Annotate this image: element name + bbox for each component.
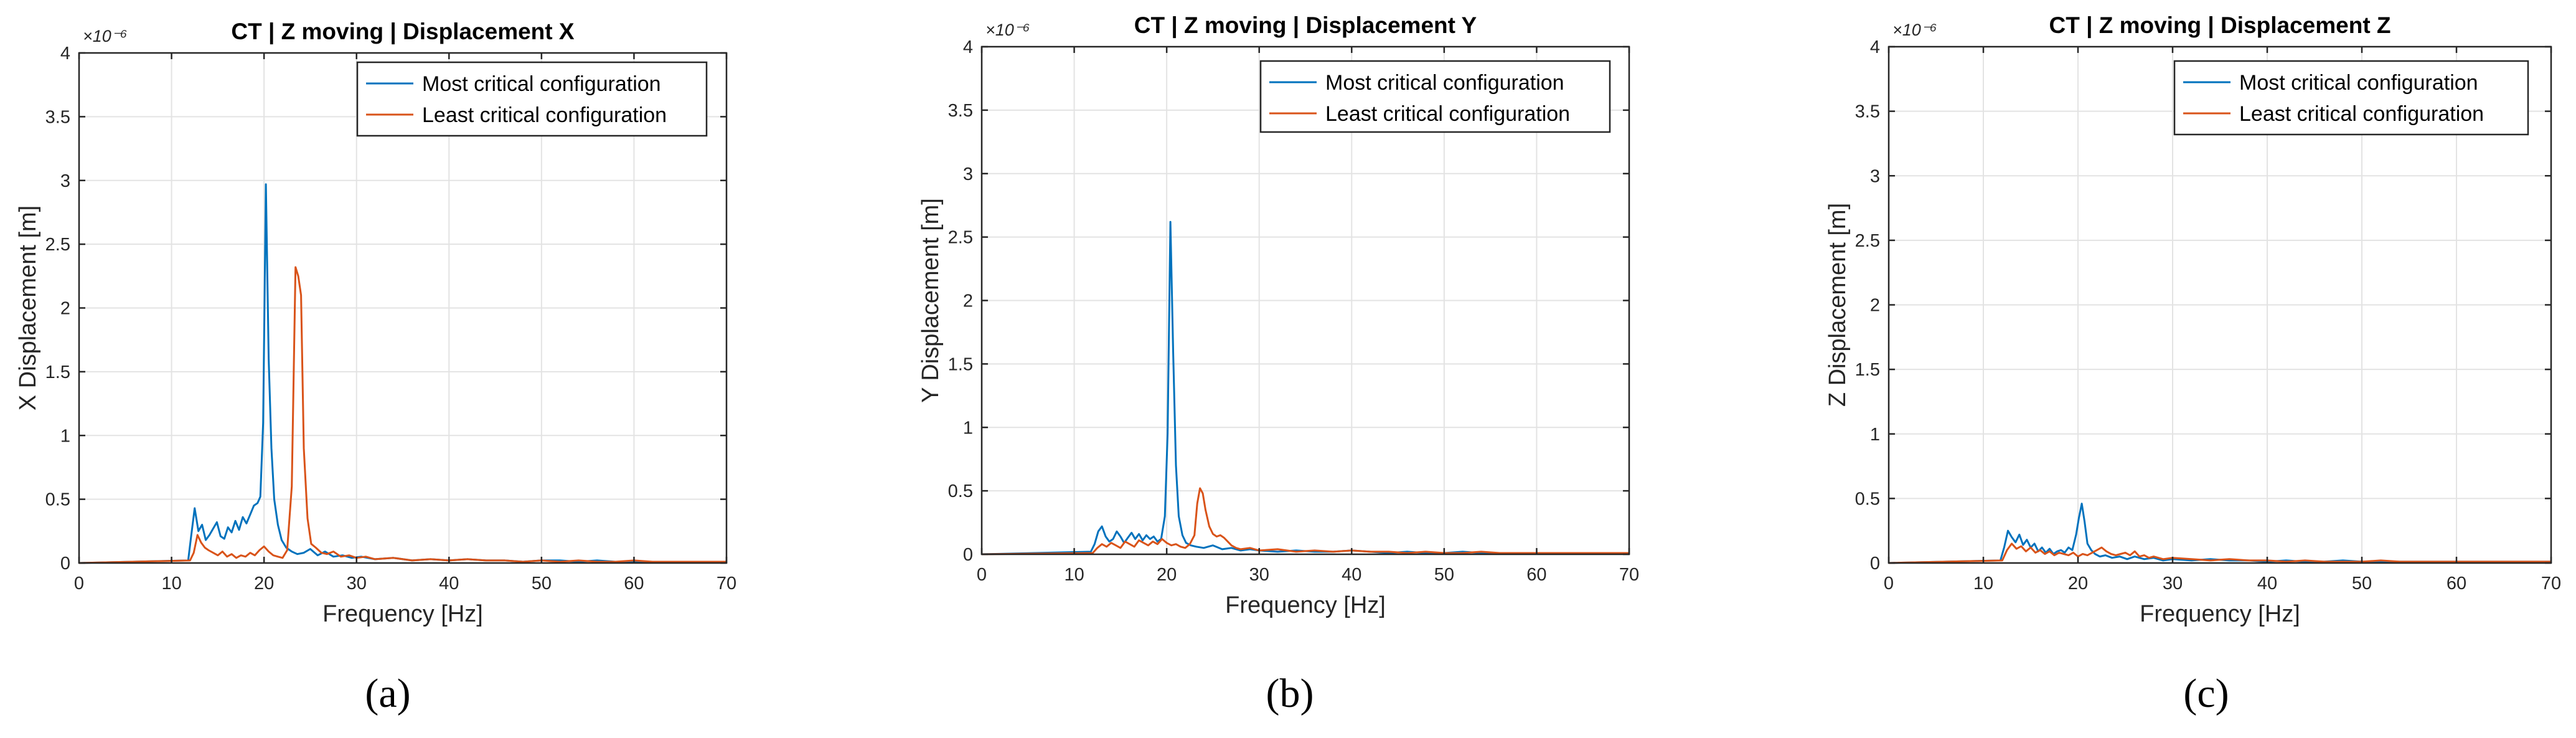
y-tick-label: 3.5	[45, 107, 70, 127]
y-tick-label: 2	[60, 299, 70, 319]
x-tick-label: 40	[439, 574, 459, 594]
panel-label: (a)	[365, 671, 410, 716]
x-tick-label: 10	[1064, 565, 1084, 585]
y-tick-label: 2.5	[45, 235, 70, 255]
y-tick-label: 1.5	[1855, 360, 1880, 380]
y-tick-label: 2	[963, 291, 973, 311]
y-tick-label: 0	[963, 545, 973, 565]
legend-label-least-critical: Least critical configuration	[1325, 102, 1570, 126]
x-tick-label: 60	[2447, 574, 2466, 594]
legend-label-most-critical: Most critical configuration	[1325, 71, 1564, 95]
panel-label: (b)	[1266, 671, 1314, 716]
x-tick-label: 50	[1434, 565, 1454, 585]
legend: Most critical configuration Least critica…	[2173, 60, 2529, 136]
x-tick-label: 20	[254, 574, 274, 594]
x-tick-label: 70	[717, 574, 736, 594]
x-tick-label: 10	[1973, 574, 1993, 594]
series-line-least-critical	[981, 487, 1629, 556]
panel-label: (c)	[2183, 671, 2229, 716]
chart-3: 0 10 20 30 40 50 60 70 0 0.5 1 1.5 2 2.5 3 3.5 4 ×10⁻⁶ CT …	[1825, 12, 2561, 716]
y-tick-label: 1.5	[45, 362, 70, 382]
x-axis-label: Frequency [Hz]	[2140, 601, 2300, 627]
legend-label-least-critical: Least critical configuration	[422, 103, 667, 127]
series-line-least-critical	[1888, 542, 2551, 564]
legend-label-most-critical: Most critical configuration	[2239, 71, 2478, 95]
chart-title: CT | Z moving | Displacement Z	[2049, 12, 2390, 39]
x-tick-label: 60	[624, 574, 644, 594]
y-axis-label: X Displacement [m]	[15, 206, 41, 410]
x-tick-label: 50	[2352, 574, 2372, 594]
series-line-least-critical	[78, 266, 726, 564]
y-exponent-label: ×10⁻⁶	[985, 21, 1030, 39]
y-tick-label: 4	[1870, 37, 1880, 57]
chart-1: 0 10 20 30 40 50 60 70 0 0.5 1 1.5 2 2.5 3 3.5 4 ×10⁻⁶ CT …	[15, 19, 736, 716]
x-tick-label: 20	[2068, 574, 2088, 594]
y-tick-label: 1	[60, 426, 70, 446]
x-tick-label: 20	[1157, 565, 1177, 585]
x-tick-label: 0	[1884, 574, 1894, 594]
x-tick-label: 10	[161, 574, 181, 594]
chart-title: CT | Z moving | Displacement X	[231, 19, 574, 45]
x-tick-label: 30	[347, 574, 367, 594]
y-exponent-label: ×10⁻⁶	[83, 27, 127, 45]
y-tick-label: 3	[1870, 166, 1880, 186]
y-tick-label: 3	[963, 164, 973, 184]
y-tick-label: 0	[1870, 554, 1880, 574]
x-axis-label: Frequency [Hz]	[1225, 592, 1386, 618]
chart-2: 0 10 20 30 40 50 60 70 0 0.5 1 1.5 2 2.5 3 3.5 4 ×10⁻⁶ CT …	[918, 12, 1639, 716]
x-tick-label: 30	[1249, 565, 1269, 585]
y-axis-label: Z Displacement [m]	[1825, 203, 1851, 407]
x-tick-label: 0	[977, 565, 987, 585]
legend-label-least-critical: Least critical configuration	[2239, 102, 2484, 126]
y-tick-label: 0.5	[948, 481, 973, 501]
y-tick-label: 2	[1870, 296, 1880, 316]
x-tick-label: 70	[1619, 565, 1639, 585]
x-tick-label: 40	[2257, 574, 2277, 594]
y-tick-label: 0.5	[1855, 489, 1880, 509]
y-tick-label: 3.5	[948, 101, 973, 121]
x-tick-label: 0	[74, 574, 84, 594]
y-tick-label: 2.5	[948, 228, 973, 248]
y-tick-label: 1	[963, 418, 973, 438]
x-axis-label: Frequency [Hz]	[322, 601, 483, 627]
y-exponent-label: ×10⁻⁶	[1892, 21, 1937, 39]
y-tick-label: 0	[60, 554, 70, 574]
x-tick-label: 40	[1342, 565, 1361, 585]
y-tick-label: 4	[963, 37, 973, 57]
x-tick-label: 60	[1526, 565, 1546, 585]
x-tick-label: 70	[2541, 574, 2561, 594]
y-axis-label: Y Displacement [m]	[918, 198, 944, 403]
y-tick-label: 2.5	[1855, 231, 1880, 251]
y-tick-label: 4	[60, 44, 70, 64]
legend-box	[2173, 60, 2529, 136]
legend: Most critical configuration Least critica…	[356, 61, 708, 137]
x-tick-label: 30	[2163, 574, 2183, 594]
legend-label-most-critical: Most critical configuration	[422, 72, 661, 96]
legend-box	[1259, 60, 1611, 133]
y-tick-label: 3	[60, 171, 70, 191]
y-tick-label: 1.5	[948, 354, 973, 374]
y-tick-label: 1	[1870, 425, 1880, 445]
x-tick-label: 50	[532, 574, 552, 594]
legend: Most critical configuration Least critica…	[1259, 60, 1611, 133]
chart-title: CT | Z moving | Displacement Y	[1134, 12, 1477, 39]
legend-box	[356, 61, 708, 137]
y-tick-label: 3.5	[1855, 102, 1880, 122]
y-tick-label: 0.5	[45, 490, 70, 510]
